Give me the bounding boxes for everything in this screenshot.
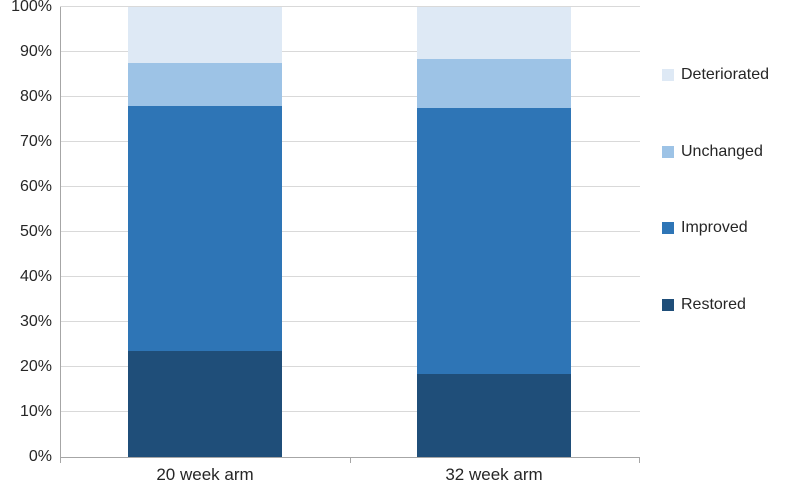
gridline-70 <box>60 141 640 142</box>
gridline-30 <box>60 321 640 322</box>
legend-swatch-improved <box>662 222 674 234</box>
gridline-90 <box>60 51 640 52</box>
gridline-80 <box>60 96 640 97</box>
gridline-60 <box>60 186 640 187</box>
legend-item-deteriorated: Deteriorated <box>662 64 769 86</box>
legend-swatch-restored <box>662 299 674 311</box>
bar-segment-unchanged-20-week-arm <box>128 63 282 106</box>
y-axis-label-60: 60% <box>19 178 52 195</box>
legend-label-unchanged: Unchanged <box>681 143 763 160</box>
y-axis-line <box>60 7 61 463</box>
y-axis-label-80: 80% <box>19 88 52 105</box>
x-axis-tick-1 <box>350 457 351 463</box>
y-axis-label-0: 0% <box>28 448 52 465</box>
bar-segment-restored-32-week-arm <box>417 373 571 457</box>
legend-swatch-unchanged <box>662 146 674 158</box>
bar-segment-deteriorated-20-week-arm <box>128 7 282 64</box>
gridline-100 <box>60 6 640 7</box>
gridline-50 <box>60 231 640 232</box>
legend-item-unchanged: Unchanged <box>662 141 763 163</box>
x-axis-tick-2 <box>639 457 640 463</box>
y-axis-label-90: 90% <box>19 43 52 60</box>
bar-segment-improved-20-week-arm <box>128 106 282 352</box>
bar-segment-deteriorated-32-week-arm <box>417 7 571 59</box>
legend-item-improved: Improved <box>662 217 748 239</box>
legend-label-deteriorated: Deteriorated <box>681 66 770 83</box>
gridline-10 <box>60 411 640 412</box>
legend-swatch-deteriorated <box>662 69 674 81</box>
y-axis-label-40: 40% <box>19 268 52 285</box>
x-axis-label-1: 32 week arm <box>445 465 543 484</box>
y-axis-label-20: 20% <box>19 358 52 375</box>
bar-segment-improved-32-week-arm <box>417 108 571 374</box>
y-axis-label-50: 50% <box>19 223 52 240</box>
legend-label-improved: Improved <box>681 219 748 236</box>
bar-segment-unchanged-32-week-arm <box>417 58 571 109</box>
bar-segment-restored-20-week-arm <box>128 351 282 457</box>
gridline-20 <box>60 366 640 367</box>
y-axis-label-30: 30% <box>19 313 52 330</box>
y-axis-label-100: 100% <box>11 0 52 15</box>
legend-item-restored: Restored <box>662 294 746 316</box>
y-axis-label-70: 70% <box>19 133 52 150</box>
legend-label-restored: Restored <box>681 296 746 313</box>
x-axis-label-0: 20 week arm <box>156 465 254 484</box>
y-axis-label-10: 10% <box>19 403 52 420</box>
gridline-40 <box>60 276 640 277</box>
